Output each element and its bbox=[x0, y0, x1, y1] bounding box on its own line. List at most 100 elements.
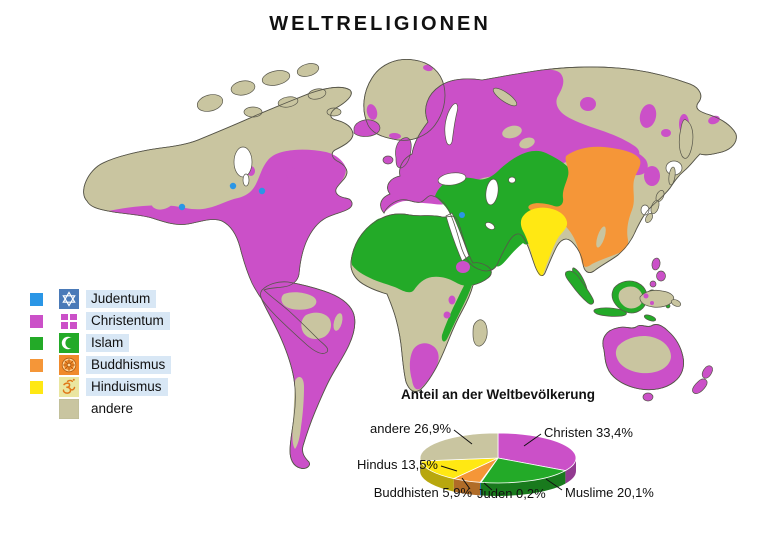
new-guinea bbox=[639, 289, 675, 308]
caspian-sea bbox=[485, 178, 499, 206]
legend-color-swatch bbox=[30, 380, 43, 394]
region-greenland-coast-spot bbox=[389, 132, 401, 140]
region-eurasia bbox=[380, 66, 737, 276]
region-siberia-christian-spot bbox=[661, 129, 671, 137]
region-usa-mexico-christian bbox=[108, 149, 353, 354]
baltic-sea bbox=[444, 103, 458, 146]
arctic-island bbox=[243, 106, 263, 118]
pie-chart: Christen 33,4% Muslime 20,1% Juden 0,2% Bud… bbox=[320, 383, 720, 537]
region-africa-christian-spot bbox=[443, 311, 451, 319]
pie-label-Hindus: Hindus 13,5% bbox=[357, 457, 438, 472]
region-africa-christian-spot bbox=[448, 295, 456, 305]
region-amur-christian-spot bbox=[644, 166, 660, 186]
region-brazil-interior-other bbox=[301, 312, 332, 340]
jewish-community-dot-central-usa bbox=[229, 182, 237, 190]
pie-label-Muslime: Muslime 20,1% bbox=[565, 485, 654, 500]
new-zealand-north bbox=[701, 365, 713, 379]
hudson-bay bbox=[233, 146, 253, 178]
tasmania bbox=[642, 392, 654, 402]
region-vietnam-other bbox=[596, 226, 606, 248]
dharma-wheel-icon bbox=[59, 355, 79, 375]
region-yukon-interior bbox=[151, 192, 175, 210]
region-south-africa-christian bbox=[409, 343, 439, 390]
pie-label-Buddhisten: Buddhisten 5,9% bbox=[374, 485, 473, 500]
region-canada-christian-spot bbox=[286, 167, 296, 179]
pie-chart-title: Anteil an der Weltbevölkerung bbox=[401, 387, 595, 402]
legend-item-judentum: Judentum bbox=[30, 289, 171, 309]
pie-leader-line-Juden bbox=[483, 482, 493, 491]
region-ural-other bbox=[519, 137, 535, 149]
region-greenland-coast-spot bbox=[366, 104, 378, 120]
pie-leader-line-Christen bbox=[523, 433, 542, 447]
region-middleeast-centralasia-islam bbox=[435, 150, 578, 271]
region-siberia-christian-spot bbox=[580, 97, 596, 111]
region-siberia-christian-spot bbox=[639, 104, 657, 128]
pie-slice-Muslime bbox=[480, 457, 567, 484]
legend-item-buddhismus: Buddhismus bbox=[30, 355, 172, 375]
novaya-zemlya bbox=[492, 87, 518, 107]
region-australia bbox=[602, 323, 684, 391]
arctic-island bbox=[196, 94, 224, 112]
region-siberia-christian-spot bbox=[535, 95, 555, 111]
jewish-community-dot-israel bbox=[459, 212, 465, 218]
borneo-interior bbox=[618, 286, 643, 309]
region-india-hindu bbox=[520, 207, 568, 277]
pie-slice-Hindus bbox=[419, 457, 499, 480]
region-north-america bbox=[83, 86, 354, 354]
japan-island bbox=[645, 213, 653, 223]
new-guinea-christian-spot bbox=[643, 293, 649, 299]
page-title: WELTRELIGIONEN bbox=[269, 13, 491, 35]
pie-slice-side-Christen bbox=[565, 458, 576, 484]
pie-slice-side-Juden bbox=[480, 482, 481, 496]
legend-color-swatch bbox=[30, 336, 43, 350]
legend-item-label: Islam bbox=[86, 334, 130, 352]
sakhalin bbox=[668, 166, 676, 186]
region-greenland bbox=[363, 58, 446, 141]
java bbox=[593, 307, 627, 317]
pie-label-Christen: Christen 33,4% bbox=[544, 425, 633, 440]
red-sea bbox=[445, 212, 470, 262]
pie-slice-side-andere bbox=[420, 458, 421, 474]
jewish-community-dot-east-usa bbox=[258, 187, 266, 195]
region-ural-other bbox=[502, 125, 522, 139]
sumatra bbox=[565, 270, 594, 305]
madagascar bbox=[472, 319, 488, 347]
legend-color-swatch bbox=[30, 292, 43, 306]
region-south-america bbox=[260, 281, 356, 469]
legend-item-label: Hinduismus bbox=[86, 378, 168, 396]
great-britain bbox=[395, 137, 412, 169]
legend-item-label: andere bbox=[91, 401, 134, 416]
pie-leader-line-andere bbox=[453, 429, 473, 445]
arctic-island bbox=[261, 70, 291, 86]
arctic-island bbox=[296, 63, 320, 77]
arctic-island bbox=[230, 80, 256, 96]
philippines-island bbox=[656, 270, 666, 282]
andere-swatch bbox=[59, 399, 79, 419]
pie-leader-line-Muslime bbox=[545, 478, 563, 491]
region-amazon-other bbox=[281, 292, 317, 310]
james-bay bbox=[242, 173, 250, 187]
yellow-sea bbox=[640, 204, 650, 216]
new-guinea-christian-spot bbox=[650, 301, 654, 305]
philippines-island bbox=[651, 257, 661, 271]
legend-item-label: Buddhismus bbox=[86, 356, 172, 374]
legend: Judentum Christentum Islam Buddhismus Hindui… bbox=[30, 289, 172, 421]
pie-slice-side-Hindus bbox=[420, 460, 454, 492]
black-sea bbox=[437, 172, 467, 186]
region-africa bbox=[350, 213, 492, 392]
pie-slice-Christen bbox=[497, 432, 577, 472]
jewish-community-dot-west-usa bbox=[178, 203, 186, 211]
legend-color-swatch bbox=[30, 358, 43, 372]
aral-sea bbox=[508, 176, 516, 184]
region-china-tibet-buddhist bbox=[528, 146, 641, 267]
legend-item-islam: Islam bbox=[30, 333, 171, 353]
pie-label-Juden: Juden 0,2% bbox=[477, 486, 546, 501]
kamchatka bbox=[678, 119, 694, 159]
philippines-island bbox=[649, 280, 657, 288]
ireland bbox=[382, 155, 394, 165]
pie-leader-line-Buddhisten bbox=[461, 477, 471, 490]
christian-cross-icon bbox=[59, 311, 79, 331]
legend-item-hinduismus: Hinduismus bbox=[30, 377, 171, 397]
om-icon bbox=[59, 377, 79, 397]
